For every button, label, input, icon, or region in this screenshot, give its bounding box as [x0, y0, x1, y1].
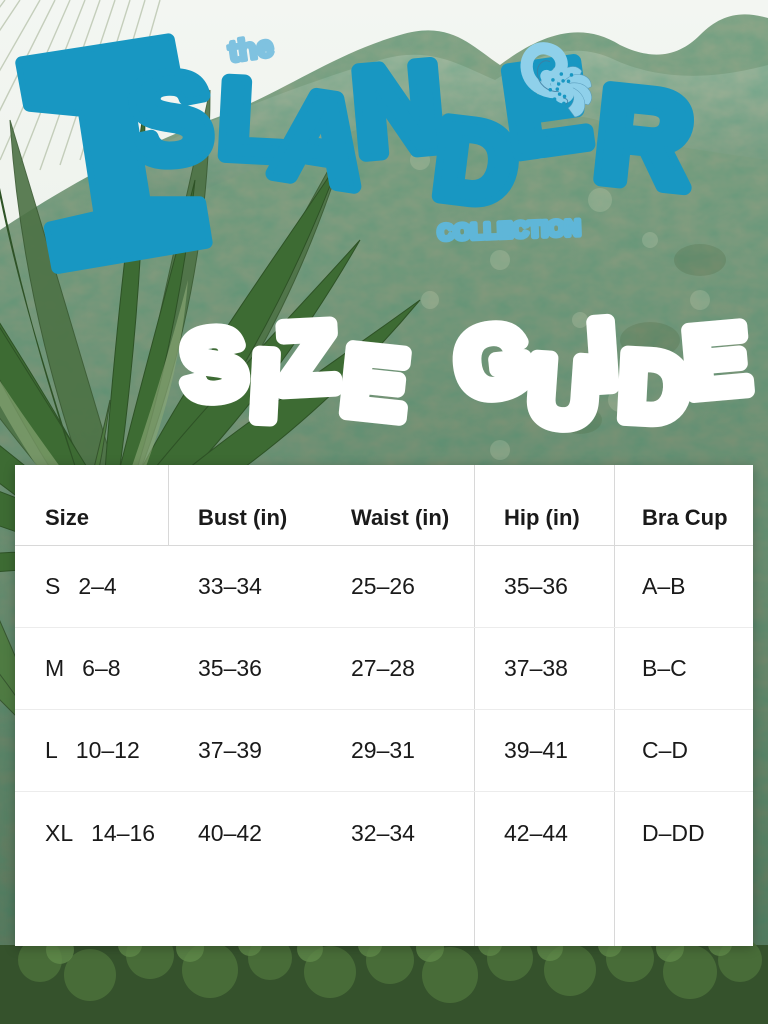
svg-text:Z: Z: [276, 304, 339, 413]
svg-text:S: S: [178, 310, 250, 421]
svg-text:N: N: [348, 38, 448, 181]
svg-text:COLLECTION: COLLECTION: [437, 215, 581, 245]
svg-text:E: E: [681, 306, 753, 417]
svg-text:the: the: [226, 30, 275, 69]
svg-text:I: I: [249, 333, 281, 440]
svg-text:R: R: [589, 60, 699, 216]
svg-text:S: S: [126, 49, 214, 189]
svg-text:E: E: [338, 327, 412, 439]
svg-text:G: G: [451, 306, 536, 419]
svg-text:D: D: [617, 333, 691, 442]
